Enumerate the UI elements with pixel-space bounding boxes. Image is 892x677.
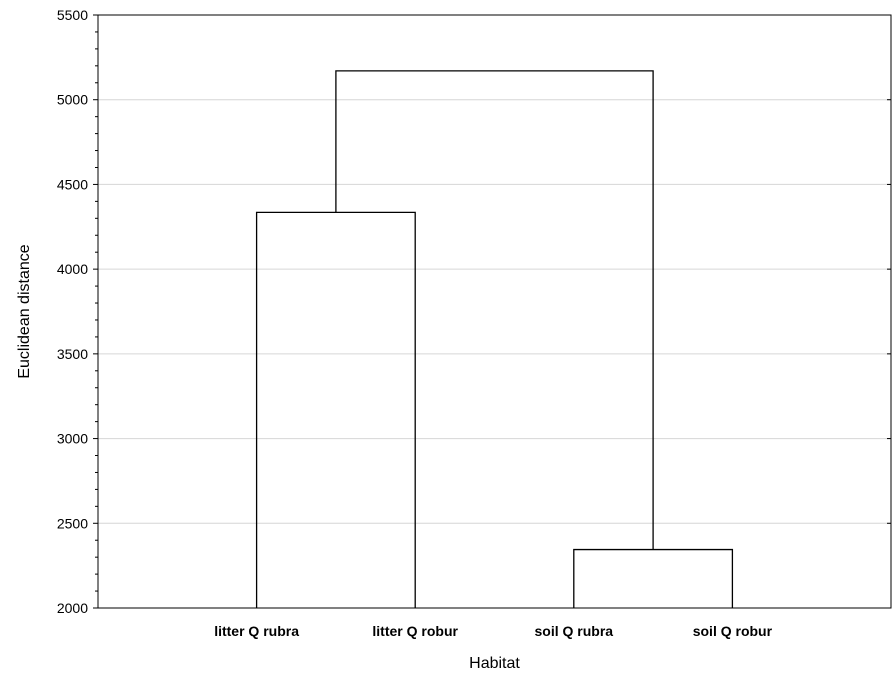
y-axis-ticks: 2000 2500 3000 3500 4000 4500 5000 5500 [57, 7, 891, 616]
y-axis-title: Euclidean distance [16, 244, 33, 378]
y-tick-label: 2500 [57, 515, 88, 531]
merge-branch [255, 211, 416, 608]
x-tick-label: litter Q rubra [214, 623, 299, 639]
x-axis-title: Habitat [469, 655, 520, 672]
x-tick-label: soil Q rubra [535, 623, 614, 639]
y-tick-label: 5000 [57, 92, 88, 108]
grid-lines [98, 99, 891, 524]
dendrogram-branches [255, 70, 734, 608]
y-tick-label: 3000 [57, 431, 88, 447]
y-tick-label: 4000 [57, 261, 88, 277]
x-axis-labels: litter Q rubra litter Q robur soil Q rubra… [214, 623, 772, 639]
merge-branch [335, 70, 654, 550]
y-tick-label: 2000 [57, 600, 88, 616]
x-tick-label: soil Q robur [693, 623, 773, 639]
y-tick-label: 4500 [57, 176, 88, 192]
y-tick-label: 3500 [57, 346, 88, 362]
x-tick-label: litter Q robur [372, 623, 458, 639]
merge-branch [573, 548, 734, 608]
plot-frame [97, 14, 892, 609]
y-tick-label: 5500 [57, 7, 88, 23]
